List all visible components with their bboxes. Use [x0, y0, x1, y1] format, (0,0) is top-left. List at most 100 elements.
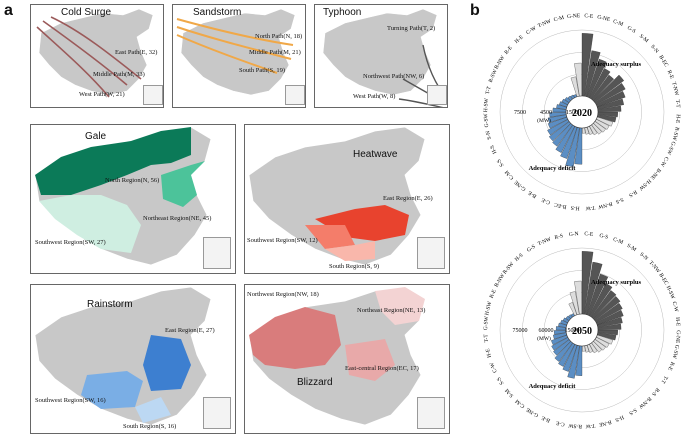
map-label: East Region(E, 27): [165, 327, 215, 334]
map-gale: Gale North Region(N, 56) Northeast Regio…: [30, 124, 236, 274]
southwest-region: [305, 225, 355, 249]
radial-category-label: R-E: [504, 45, 515, 56]
radial-category-label: B-NW: [494, 54, 507, 70]
radial-category-label: B-E: [527, 189, 538, 199]
south-china-sea-inset: [417, 397, 445, 429]
radial-category-label: C-M: [612, 19, 624, 29]
map-label: Northeast Region(NE, 13): [357, 307, 426, 314]
map-blizzard: Blizzard Northwest Region(NW, 18) Northe…: [244, 284, 450, 434]
radial-scale-label: 60000: [539, 328, 554, 334]
radial-category-label: G-NE: [597, 14, 612, 23]
panel-b-label: b: [470, 2, 480, 19]
middle-path-line: [42, 20, 128, 86]
south-china-sea-inset: [417, 237, 445, 269]
radial-category-label: C-E: [540, 196, 551, 205]
radial-category-label: H-E: [674, 114, 681, 124]
sandstorm-map-svg: [176, 8, 296, 96]
radial-category-label: B-NW: [637, 395, 653, 410]
east-path-line: [50, 16, 142, 80]
map-label: Southwest Region(SW, 27): [35, 239, 106, 246]
southwest-region: [81, 371, 143, 409]
blizzard-map-svg: [248, 286, 426, 426]
south-china-sea-inset: [203, 237, 231, 269]
radial-category-label: R-E: [666, 69, 675, 80]
radial-category-label: T-T: [659, 374, 669, 385]
radial-category-label: H-S: [489, 144, 498, 155]
radial-category-label: T-W: [584, 204, 595, 211]
center-circle: [565, 313, 599, 347]
radial-category-label: B-EC: [657, 54, 669, 68]
map-label: South Path(S, 19): [239, 67, 286, 74]
map-label: Northwest Path(NW, 6): [363, 73, 425, 80]
adequacy-deficit-label: Adequacy deficit: [529, 383, 577, 390]
radial-category-label: R-S: [554, 233, 564, 241]
radial-category-label: S-M: [504, 387, 515, 398]
radial-category-label: H-SW: [665, 285, 676, 301]
radial-category-label: G-N: [569, 231, 579, 238]
radial-unit-label: (MW): [537, 335, 551, 342]
radial-category-label: G-SW: [671, 344, 680, 360]
north-region: [35, 127, 191, 195]
south-region: [325, 241, 375, 261]
gale-map-svg: [34, 126, 212, 266]
radial-category-label: C-M: [504, 169, 515, 181]
map-sandstorm: Sandstorm North Path(N, 18) Middle Path(…: [172, 4, 306, 108]
map-label: North Path(N, 18): [255, 33, 303, 40]
radial-category-label: C-E: [584, 231, 594, 238]
map-typhoon: Typhoon Turning Path(T, 2) Northwest Pat…: [314, 4, 448, 108]
radial-category-label: C-W: [671, 301, 680, 314]
south-china-sea-inset: [203, 397, 231, 429]
radial-category-label: T-W: [584, 422, 595, 429]
map-title: Typhoon: [323, 7, 362, 18]
radial-category-label: C-E: [555, 419, 566, 427]
radial-category-label: C-W: [489, 360, 499, 373]
radial-category-label: H-SW: [484, 300, 493, 316]
radial-chart-2050: C-E G-S C-MS-MS-NT-NWB-ECH-SWC-WH-EG-NEG-S…: [483, 231, 681, 429]
south-china-sea-inset: [143, 85, 163, 105]
radial-category-label: R-SW: [567, 422, 582, 429]
radial-category-label: H-S: [614, 414, 625, 423]
map-title: Blizzard: [297, 377, 333, 388]
adequacy-surplus-label: Adequacy surplus: [591, 279, 641, 286]
map-label: South Region(S, 9): [329, 263, 380, 270]
radial-category-label: S-S: [496, 376, 505, 386]
radial-scale-label: 7500: [514, 110, 526, 116]
map-label: Northeast Region(NE, 45): [143, 215, 212, 222]
radial-chart-2020: C-E G-NE C-MG-SS-MS-NB-ECR-ET-NWT-TH-ER-SW…: [483, 13, 681, 211]
northwest-region: [249, 307, 341, 369]
radial-category-label: B-NE: [598, 418, 613, 427]
adequacy-deficit-label: Adequacy deficit: [529, 165, 577, 172]
map-title: Sandstorm: [193, 7, 242, 18]
radial-category-label: G-SW: [665, 140, 676, 156]
map-label: Middle Path(M, 21): [249, 49, 301, 56]
radial-unit-label: (MW): [537, 117, 551, 124]
radial-category-label: S-N: [485, 130, 493, 140]
radial-year: 2020: [572, 108, 592, 119]
map-label: Turning Path(T, 2): [387, 25, 436, 32]
radial-category-label: C-M: [612, 237, 624, 247]
radial-category-label: G-SW: [483, 112, 490, 127]
east-central-region: [345, 339, 395, 381]
radial-category-label: S-S: [628, 407, 638, 416]
radial-category-label: T-T: [483, 333, 490, 342]
radial-category-label: B-E: [540, 414, 551, 423]
map-title: Gale: [85, 131, 107, 142]
radial-category-label: H-E: [514, 34, 525, 45]
radial-category-label: G-S: [626, 25, 637, 35]
radial-category-label: G-NE: [567, 13, 581, 20]
rainstorm-map-svg: [34, 286, 212, 426]
map-label: East Path(E, 32): [115, 49, 158, 56]
radial-category-label: S-M: [638, 33, 649, 44]
radial-category-label: S-N: [649, 44, 659, 55]
map-label: Southwest Region(SW, 16): [35, 397, 106, 404]
radial-category-label: C-W: [525, 25, 538, 36]
grid-ring: [499, 247, 665, 413]
northeast-region: [375, 287, 425, 325]
radial-category-label: G-NE: [525, 406, 540, 418]
radial-category-label: H-S: [514, 253, 525, 263]
map-label: Northwest Region(NW, 18): [247, 291, 319, 298]
south-region: [135, 397, 171, 423]
radial-category-label: S-S: [496, 158, 505, 168]
radial-category-label: C-M: [514, 398, 526, 409]
map-title: Heatwave: [353, 149, 398, 160]
